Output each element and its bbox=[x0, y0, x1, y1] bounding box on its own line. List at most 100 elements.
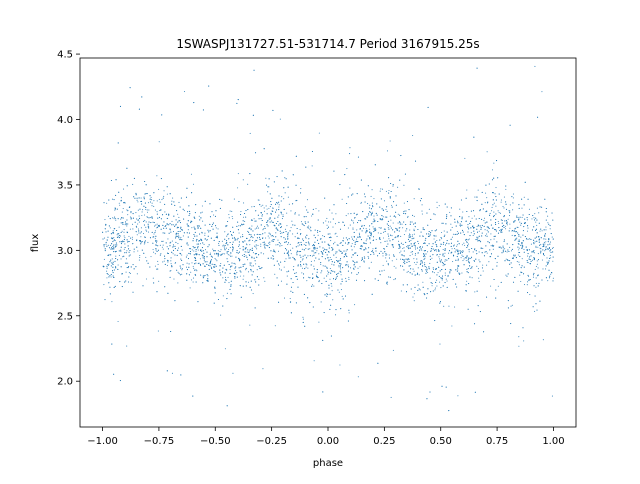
data-point bbox=[450, 229, 452, 231]
data-point bbox=[217, 250, 219, 252]
data-point bbox=[301, 259, 303, 261]
data-point bbox=[164, 225, 166, 228]
data-point bbox=[117, 264, 119, 266]
data-point bbox=[112, 261, 114, 263]
data-point bbox=[331, 247, 333, 249]
data-point bbox=[525, 238, 527, 240]
data-point bbox=[262, 237, 264, 239]
data-point bbox=[165, 242, 167, 244]
data-point bbox=[310, 260, 312, 262]
data-point bbox=[125, 262, 127, 264]
data-point bbox=[455, 283, 457, 285]
data-point bbox=[506, 221, 508, 223]
data-point bbox=[322, 247, 324, 249]
data-point bbox=[477, 305, 479, 307]
data-point bbox=[232, 241, 234, 243]
data-point bbox=[441, 385, 443, 387]
data-point bbox=[303, 263, 305, 265]
data-point bbox=[141, 214, 143, 217]
data-point bbox=[200, 239, 202, 241]
data-point bbox=[412, 238, 414, 240]
data-point bbox=[151, 202, 153, 204]
data-point bbox=[538, 241, 540, 243]
data-point bbox=[281, 244, 283, 247]
data-point bbox=[338, 221, 340, 224]
data-point bbox=[448, 250, 451, 252]
data-point bbox=[148, 209, 150, 211]
data-point bbox=[490, 219, 492, 221]
data-point bbox=[405, 258, 407, 260]
data-point bbox=[228, 249, 230, 251]
data-point bbox=[156, 268, 158, 270]
data-point bbox=[214, 250, 216, 252]
data-point bbox=[129, 272, 131, 275]
data-point bbox=[367, 213, 370, 215]
data-point bbox=[283, 237, 285, 239]
data-point bbox=[329, 267, 331, 270]
data-point bbox=[193, 102, 195, 104]
data-point bbox=[263, 277, 265, 279]
data-point bbox=[444, 252, 446, 254]
data-point bbox=[123, 229, 125, 231]
data-point bbox=[124, 224, 126, 226]
data-point bbox=[420, 231, 422, 233]
data-point bbox=[138, 221, 140, 223]
data-point bbox=[454, 233, 456, 236]
data-point bbox=[324, 241, 326, 243]
data-point bbox=[439, 260, 441, 262]
data-point bbox=[388, 254, 390, 256]
data-point bbox=[546, 261, 548, 263]
data-point bbox=[156, 200, 158, 202]
data-point bbox=[353, 246, 355, 248]
data-point bbox=[329, 245, 331, 247]
data-point bbox=[245, 255, 247, 257]
data-point bbox=[273, 181, 275, 183]
data-point bbox=[387, 264, 389, 266]
data-point bbox=[213, 270, 215, 272]
data-point bbox=[357, 156, 360, 158]
data-point bbox=[353, 231, 355, 233]
data-point bbox=[290, 210, 292, 212]
data-point bbox=[457, 395, 459, 397]
data-point bbox=[551, 395, 553, 397]
data-point bbox=[169, 193, 171, 195]
data-point bbox=[264, 227, 266, 230]
data-point bbox=[191, 192, 193, 194]
data-point bbox=[483, 217, 486, 219]
data-point bbox=[254, 307, 256, 309]
data-point bbox=[280, 236, 282, 238]
data-point bbox=[162, 214, 164, 216]
data-point bbox=[456, 231, 458, 233]
data-point bbox=[331, 290, 333, 292]
data-point bbox=[332, 218, 334, 220]
data-point bbox=[371, 189, 373, 191]
data-point bbox=[176, 232, 178, 234]
data-point bbox=[405, 213, 407, 215]
data-point bbox=[157, 217, 159, 219]
data-point bbox=[219, 207, 221, 209]
data-point bbox=[281, 232, 283, 234]
data-point bbox=[401, 254, 404, 256]
data-point bbox=[419, 235, 421, 237]
data-point bbox=[512, 209, 514, 211]
data-point bbox=[180, 245, 182, 248]
data-point bbox=[294, 272, 296, 274]
data-point bbox=[323, 311, 325, 314]
data-point bbox=[346, 167, 348, 170]
data-point bbox=[268, 237, 270, 239]
data-point bbox=[536, 263, 538, 265]
data-point bbox=[405, 224, 407, 226]
data-point bbox=[363, 280, 366, 282]
data-point bbox=[279, 243, 282, 245]
data-point bbox=[195, 269, 197, 271]
data-point bbox=[350, 213, 352, 215]
data-point bbox=[496, 265, 498, 267]
data-point bbox=[143, 214, 146, 216]
data-point bbox=[260, 234, 262, 236]
data-point bbox=[372, 204, 374, 206]
data-point bbox=[155, 224, 157, 226]
data-point bbox=[121, 273, 123, 275]
data-point bbox=[393, 215, 395, 218]
data-point bbox=[464, 257, 466, 259]
data-point bbox=[420, 262, 422, 264]
